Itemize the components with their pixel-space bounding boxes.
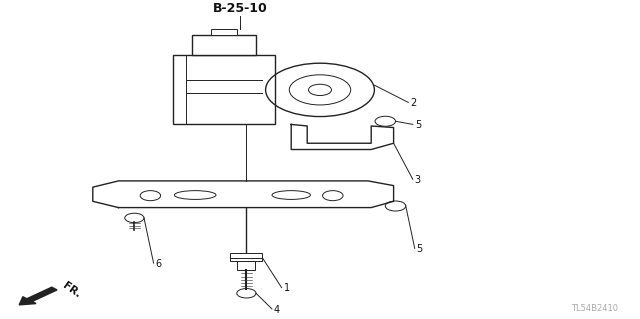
Text: TL54B2410: TL54B2410 — [571, 304, 618, 313]
Bar — [211, 29, 237, 35]
Text: FR.: FR. — [61, 280, 83, 300]
Text: 3: 3 — [415, 175, 421, 185]
Text: 6: 6 — [156, 259, 162, 269]
Circle shape — [308, 84, 332, 95]
Bar — [230, 253, 262, 261]
Text: 5: 5 — [415, 120, 421, 130]
Text: 4: 4 — [274, 305, 280, 315]
FancyArrow shape — [19, 287, 57, 305]
Bar — [237, 261, 255, 270]
Text: 5: 5 — [417, 244, 423, 254]
Text: B-25-10: B-25-10 — [212, 2, 268, 15]
Text: 2: 2 — [410, 98, 417, 108]
Bar — [192, 35, 256, 56]
Bar — [173, 56, 275, 124]
Text: 1: 1 — [284, 283, 290, 293]
